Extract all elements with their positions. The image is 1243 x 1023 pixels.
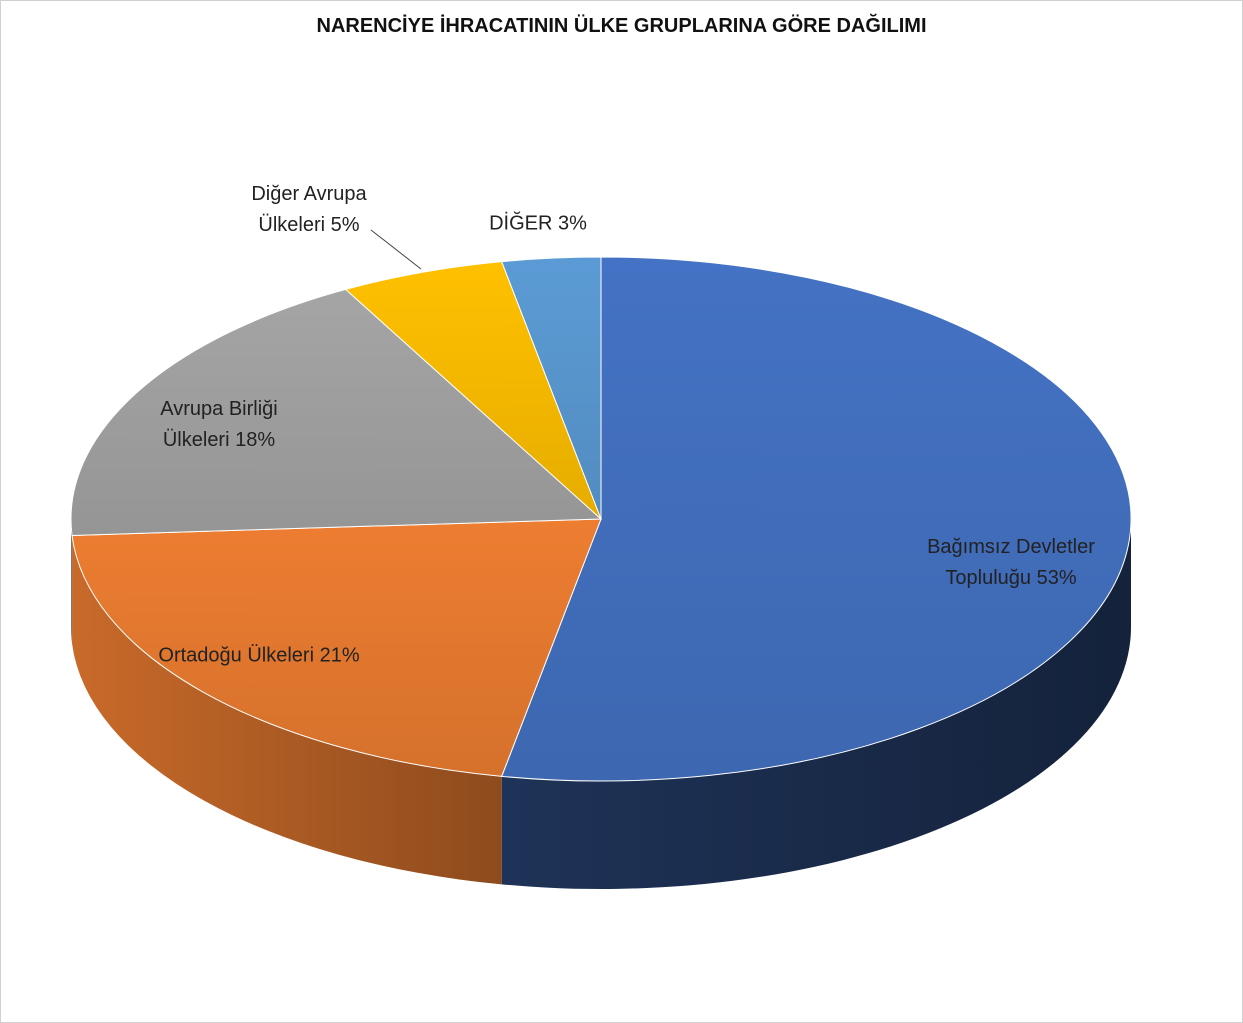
chart-title: NARENCİYE İHRACATININ ÜLKE GRUPLARINA GÖ… (316, 15, 927, 37)
data-label: Bağımsız Devletler Topluluğu 53% (906, 532, 1116, 594)
slice (344, 261, 602, 520)
value-label: 5% (330, 214, 360, 236)
leader-line (370, 229, 422, 270)
data-label: Ortadoğu Ülkeleri 21% (149, 641, 369, 672)
data-label: Avrupa Birliği Ülkeleri 18% (129, 394, 309, 456)
category-label: Diğer Avrupa Ülkeleri (251, 183, 367, 236)
value-label: 3% (558, 212, 587, 235)
value-label: 21% (319, 644, 360, 667)
category-label: Bağımsız Devletler Topluluğu (927, 536, 1095, 589)
category-label: Avrupa Birliği Ülkeleri (160, 398, 278, 451)
slice-side (72, 535, 502, 885)
value-label: 53% (1036, 567, 1077, 589)
category-label: DİĞER (489, 212, 553, 235)
slice (500, 256, 602, 520)
slice-side (71, 519, 73, 644)
slice-side (501, 519, 1132, 889)
slice (70, 288, 603, 536)
slice (71, 518, 602, 777)
category-label: Ortadoğu Ülkeleri (158, 644, 315, 667)
data-label: Diğer Avrupa Ülkeleri 5% (229, 179, 389, 241)
slice (500, 256, 1132, 782)
data-label: DİĞER 3% (463, 209, 613, 240)
value-label: 18% (235, 429, 276, 451)
